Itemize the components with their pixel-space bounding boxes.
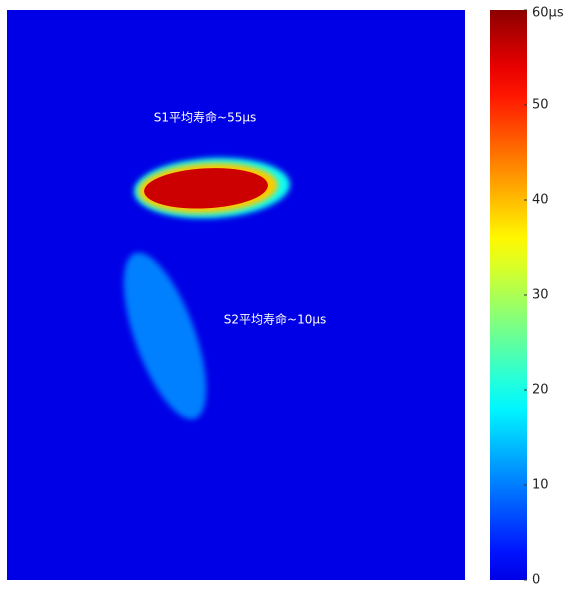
region-label: S2平均寿命~10μs [224, 312, 326, 327]
colorbar-ticks: 0 10 20 30 40 50 60μs [524, 6, 564, 588]
region-label: S1平均寿命~55μs [154, 110, 256, 125]
colorbar-tick-label: 30 [532, 288, 549, 303]
colorbar [490, 10, 527, 580]
colorbar-tick-label: 60μs [532, 6, 564, 21]
colorbar-tick-label: 10 [532, 478, 549, 493]
colorbar-tick-label: 20 [532, 383, 549, 398]
plot-area [7, 10, 465, 580]
chart: S1平均寿命~55μs S2平均寿命~10μs 0 10 20 30 40 50 60μs [0, 0, 573, 590]
colorbar-tick-label: 40 [532, 193, 549, 208]
colorbar-tick-label: 50 [532, 98, 549, 113]
colorbar-tick-label: 0 [532, 573, 540, 588]
